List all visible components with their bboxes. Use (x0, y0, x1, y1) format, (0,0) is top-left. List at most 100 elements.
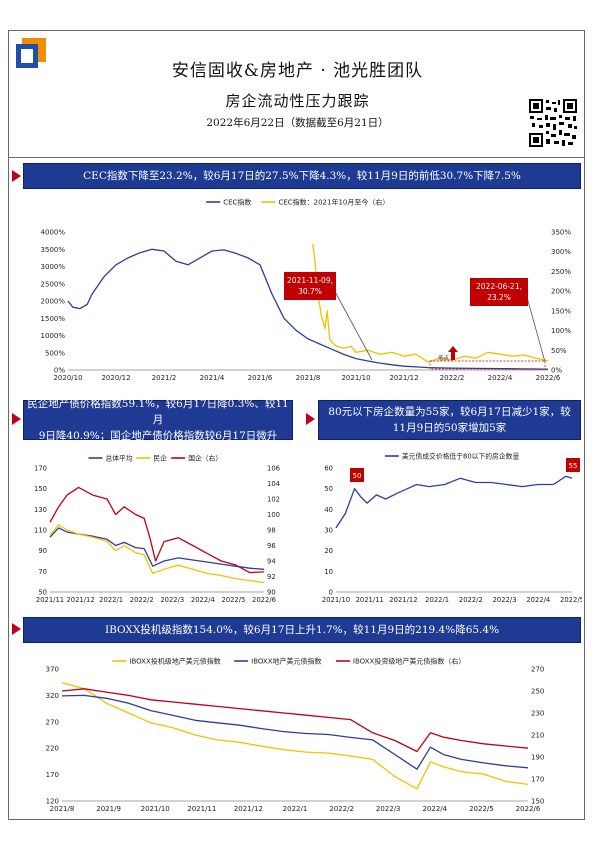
badge-end-value: 55 (569, 462, 578, 470)
x-tick-label: 2022/1 (425, 596, 449, 604)
y-tick-label: 270 (46, 718, 59, 726)
series-line (61, 694, 529, 770)
x-tick-label: 2021/10 (322, 596, 350, 604)
x-tick-label: 2022/3 (376, 805, 401, 813)
series-line (67, 248, 549, 370)
section3-line1: 80元以下房企数量为55家，较6月17日减少1家，较 (328, 406, 571, 418)
x-tick-label: 2021/12 (389, 596, 417, 604)
section2-line2: 9日降40.9%；国企地产债价格指数较6月17日微升 (38, 430, 278, 442)
y-tick-label: 90 (38, 547, 47, 555)
y-tick-label: 2000% (41, 298, 66, 306)
y-tick-label: 3500% (41, 246, 66, 254)
x-tick-label: 2021/4 (200, 374, 225, 382)
x-tick-label: 2022/4 (488, 374, 513, 382)
y-right-tick-label: 150% (551, 307, 571, 315)
team-title: 安信固收&房地产 · 池光胜团队 (171, 61, 424, 81)
distressed-count-chart: 美元债成交价格低于80以下的房企数量 0 10 20 30 40 50 60 2021/10 2… (322, 452, 582, 605)
y-tick-label: 50 (324, 485, 333, 493)
y-tick-label: 50 (38, 589, 47, 597)
series-line (49, 527, 265, 570)
y-tick-label: 0 (329, 589, 333, 597)
y-tick-label: 170 (34, 465, 47, 473)
brand-logo (16, 38, 46, 68)
y-right-tick-label: 96 (267, 542, 276, 550)
badge-end: 55 (566, 458, 580, 472)
y-right-tick-label: 200% (551, 288, 571, 296)
header-divider (8, 157, 585, 158)
y-tick-label: 370 (46, 666, 59, 674)
y-tick-label: 30 (324, 527, 333, 535)
y-right-tick-label: 100 (267, 511, 280, 519)
y-right-tick-label: 230 (531, 710, 544, 718)
x-tick-label: 2021/8 (296, 374, 321, 382)
section3-line2: 11月9日的50家增加5家 (392, 422, 507, 434)
report-date: 2022年6月22日（数据截至6月21日） (206, 117, 389, 129)
y-right-tick-label: 104 (267, 480, 280, 488)
legend-label: 总体平均 (105, 454, 132, 463)
chart-legend: 美元债成交价格低于80以下的房企数量 (384, 452, 520, 461)
x-tick-label: 2022/5 (560, 596, 582, 604)
section3-banner: 80元以下房企数量为55家，较6月17日减少1家，较 11月9日的50家增加5家 (318, 400, 581, 440)
x-tick-label: 2022/1 (99, 596, 123, 604)
y-tick-label: 20 (324, 547, 333, 555)
x-tick-label: 2020/12 (101, 374, 130, 382)
series-line (49, 524, 265, 584)
badge-start: 50 (350, 468, 364, 482)
section2-banner: 民企地产债价格指数59.1%，较6月17日降0.3%、较11月 9日降40.9%… (23, 398, 293, 442)
y-right-tick-label: 210 (531, 732, 544, 740)
y-tick-label: 130 (34, 506, 47, 514)
qr-code (528, 98, 578, 148)
y-right-tick-label: 300% (551, 248, 571, 256)
x-tick-label: 2021/6 (248, 374, 273, 382)
y-right-tick-label: 100% (551, 327, 571, 335)
callout-2021-11-09: 2021-11-09, 30.7% (284, 272, 373, 361)
x-tick-label: 2022/6 (536, 374, 561, 382)
series-line (61, 682, 529, 790)
callout-b-date: 2022-06-21, (476, 282, 522, 291)
legend-label: 美元债成交价格低于80以下的房企数量 (402, 452, 520, 461)
y-right-tick-label: 170 (531, 776, 544, 784)
y-tick-label: 70 (38, 568, 47, 576)
y-tick-label: 120 (46, 798, 59, 806)
legend-label: IBOXX地产美元债指数 (251, 657, 321, 666)
x-tick-label: 2022/1 (283, 805, 308, 813)
low-point-marker: 低点 (429, 346, 546, 370)
y-tick-label: 170 (46, 771, 59, 779)
x-tick-label: 2022/3 (493, 596, 517, 604)
x-tick-label: 2022/4 (191, 596, 215, 604)
section1-banner: CEC指数下降至23.2%，较6月17日的27.5%下降4.3%，较11月9日的… (23, 163, 581, 189)
section-marker (306, 413, 315, 425)
x-tick-label: 2021/10 (141, 805, 170, 813)
legend-label: 国企（右） (188, 454, 222, 463)
badge-start-value: 50 (353, 472, 362, 480)
series-line (312, 243, 549, 363)
x-tick-label: 2022/2 (130, 596, 154, 604)
series-line (335, 475, 573, 529)
x-tick-label: 2022/3 (160, 596, 184, 604)
y-right-tick-label: 92 (267, 573, 276, 581)
x-tick-label: 2021/12 (389, 374, 418, 382)
x-tick-label: 2021/11 (36, 596, 64, 604)
callout-a-date: 2021-11-09, (287, 276, 333, 285)
x-tick-label: 2022/5 (221, 596, 245, 604)
x-tick-label: 2021/8 (50, 805, 75, 813)
y-right-tick-label: 106 (267, 465, 280, 473)
y-right-tick-label: 50% (551, 347, 567, 355)
callout-a-value: 30.7% (298, 287, 322, 296)
x-tick-label: 2021/12 (66, 596, 94, 604)
section1-headline: CEC指数下降至23.2%，较6月17日的27.5%下降4.3%，较11月9日的… (83, 170, 521, 182)
legend-label: 民企 (153, 454, 167, 463)
y-right-tick-label: 0% (551, 367, 562, 375)
x-tick-label: 2022/5 (469, 805, 494, 813)
callout-b-value: 23.2% (487, 293, 511, 302)
x-tick-label: 2022/6 (516, 805, 541, 813)
y-right-tick-label: 90 (267, 589, 276, 597)
y-tick-label: 150 (34, 485, 47, 493)
x-tick-label: 2021/2 (152, 374, 177, 382)
x-tick-label: 2021/11 (187, 805, 216, 813)
legend-label: CEC指数 (223, 198, 251, 207)
section-marker (12, 413, 21, 425)
series-line (61, 688, 529, 753)
section4-headline: IBOXX投机级指数154.0%，较6月17日上升1.7%，较11月9日的219… (104, 624, 500, 636)
y-right-tick-label: 150 (531, 798, 544, 806)
